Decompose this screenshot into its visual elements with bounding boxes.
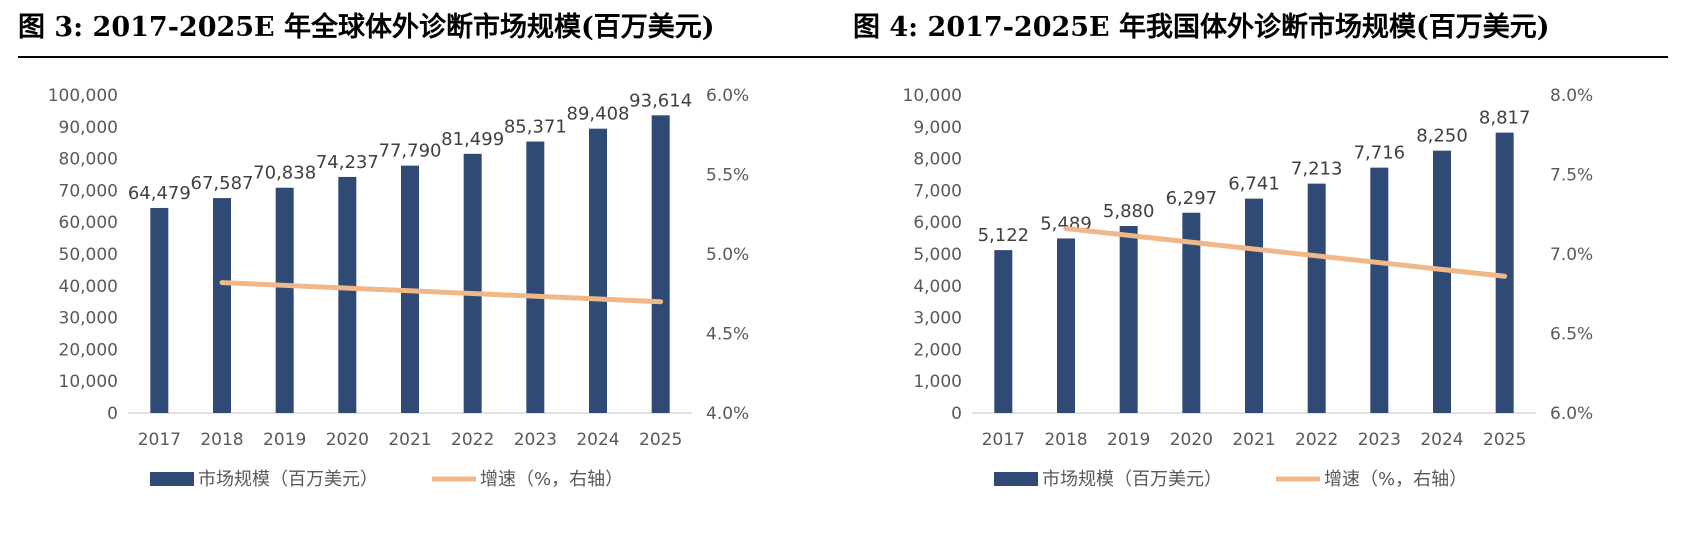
- global-ivd-chart: 0 10,000 20,000 30,000 40,000 50,000 60,000 70,…: [48, 86, 750, 490]
- y-left-tick-label: 4,000: [913, 277, 962, 297]
- x-tick-label: 2020: [326, 430, 369, 450]
- x-tick-label: 2023: [1358, 430, 1401, 450]
- y-left-tick-label: 10,000: [903, 86, 962, 106]
- bar: [213, 198, 231, 413]
- bar: [463, 153, 482, 413]
- bar: [275, 187, 294, 413]
- x-tick-label: 2018: [200, 430, 243, 450]
- y-left-tick-label: 50,000: [59, 245, 118, 265]
- y-right-tick-label: 6.5%: [1550, 325, 1593, 345]
- x-tick-label: 2018: [1044, 430, 1087, 450]
- x-tick-label: 2024: [1420, 430, 1463, 450]
- bar-data-label: 77,790: [379, 141, 442, 162]
- y-right-tick-label: 6.0%: [706, 86, 749, 106]
- legend-bar-swatch: [994, 472, 1038, 486]
- y-right-tick-label: 7.5%: [1550, 166, 1593, 186]
- china-ivd-chart: 0 1,000 2,000 3,000 4,000 5,000 6,000 7,000 8,00…: [903, 86, 1594, 490]
- x-tick-label: 2024: [576, 430, 619, 450]
- bar-data-label: 85,371: [504, 117, 567, 138]
- y-left-tick-label: 0: [107, 404, 118, 424]
- y-left-tick-label: 9,000: [913, 118, 962, 138]
- y-left-tick-label: 1,000: [913, 372, 962, 392]
- bar-data-label: 81,499: [441, 129, 504, 150]
- bar: [1119, 226, 1138, 413]
- y-left-tick-label: 3,000: [913, 309, 962, 329]
- bar-data-label: 74,237: [316, 152, 379, 173]
- x-tick-label: 2017: [982, 430, 1025, 450]
- bar: [1307, 183, 1326, 413]
- x-tick-label: 2025: [1483, 430, 1526, 450]
- bar-data-label: 5,880: [1103, 201, 1155, 222]
- x-tick-label: 2022: [1295, 430, 1338, 450]
- y-left-tick-label: 80,000: [59, 150, 118, 170]
- y-left-tick-label: 5,000: [913, 245, 962, 265]
- x-tick-label: 2023: [514, 430, 557, 450]
- bar-data-label: 7,716: [1354, 143, 1406, 164]
- y-right-tick-label: 8.0%: [1550, 86, 1593, 106]
- legend-line-label: 增速（%，右轴）: [1324, 469, 1467, 490]
- y-left-tick-label: 30,000: [59, 309, 118, 329]
- bar: [994, 250, 1013, 413]
- bar: [1370, 167, 1389, 413]
- y-left-tick-label: 8,000: [913, 150, 962, 170]
- y-right-tick-label: 4.0%: [706, 404, 749, 424]
- bar: [1495, 132, 1514, 414]
- x-tick-label: 2025: [639, 430, 682, 450]
- y-left-tick-label: 90,000: [59, 118, 118, 138]
- y-left-tick-label: 0: [951, 404, 962, 424]
- x-tick-label: 2017: [138, 430, 181, 450]
- x-tick-label: 2022: [451, 430, 494, 450]
- x-tick-label: 2021: [388, 430, 431, 450]
- bar-data-label: 89,408: [567, 104, 630, 125]
- y-left-tick-label: 70,000: [59, 181, 118, 201]
- bar: [1245, 198, 1263, 413]
- x-tick-label: 2020: [1170, 430, 1213, 450]
- y-left-tick-label: 40,000: [59, 277, 118, 297]
- y-left-tick-label: 20,000: [59, 340, 118, 360]
- x-tick-label: 2019: [1107, 430, 1150, 450]
- y-left-tick-label: 10,000: [59, 372, 118, 392]
- bar-data-label: 6,297: [1166, 188, 1218, 209]
- y-right-tick-label: 6.0%: [1550, 404, 1593, 424]
- legend-bar-swatch: [150, 472, 194, 486]
- bar: [589, 128, 607, 413]
- y-left-tick-label: 2,000: [913, 340, 962, 360]
- growth-rate-line: [1063, 226, 1508, 279]
- bar-data-label: 8,817: [1479, 108, 1531, 129]
- growth-rate-line: [219, 280, 664, 305]
- bar: [1057, 238, 1075, 413]
- bar: [150, 207, 169, 413]
- y-right-tick-label: 5.5%: [706, 166, 749, 186]
- bar-data-label: 5,122: [978, 225, 1030, 246]
- bar: [1433, 150, 1451, 413]
- bar-data-label: 70,838: [253, 163, 316, 184]
- y-right-tick-label: 4.5%: [706, 325, 749, 345]
- y-right-tick-label: 5.0%: [706, 245, 749, 265]
- bar: [1182, 212, 1201, 413]
- bar-data-label: 64,479: [128, 183, 191, 204]
- bar-data-label: 7,213: [1291, 159, 1343, 180]
- bar-data-label: 8,250: [1416, 126, 1468, 147]
- bar: [526, 141, 545, 414]
- x-tick-label: 2019: [263, 430, 306, 450]
- y-left-tick-label: 6,000: [913, 213, 962, 233]
- bar-data-label: 93,614: [629, 90, 692, 111]
- chart-title-left: 图 3: 2017-2025E 年全球体外诊断市场规模(百万美元): [18, 12, 715, 43]
- legend-line-label: 增速（%，右轴）: [480, 469, 623, 490]
- bar-data-label: 67,587: [191, 173, 254, 194]
- bar-data-label: 6,741: [1228, 174, 1280, 195]
- y-right-tick-label: 7.0%: [1550, 245, 1593, 265]
- y-left-tick-label: 60,000: [59, 213, 118, 233]
- x-tick-label: 2021: [1232, 430, 1275, 450]
- bar: [338, 176, 357, 413]
- title-underline: [18, 56, 1668, 58]
- legend-bar-label: 市场规模（百万美元）: [198, 469, 378, 490]
- chart-title-right: 图 4: 2017-2025E 年我国体外诊断市场规模(百万美元): [853, 12, 1550, 43]
- legend-bar-label: 市场规模（百万美元）: [1042, 469, 1222, 490]
- bar: [651, 115, 670, 413]
- y-left-tick-label: 100,000: [48, 86, 118, 106]
- y-left-tick-label: 7,000: [913, 181, 962, 201]
